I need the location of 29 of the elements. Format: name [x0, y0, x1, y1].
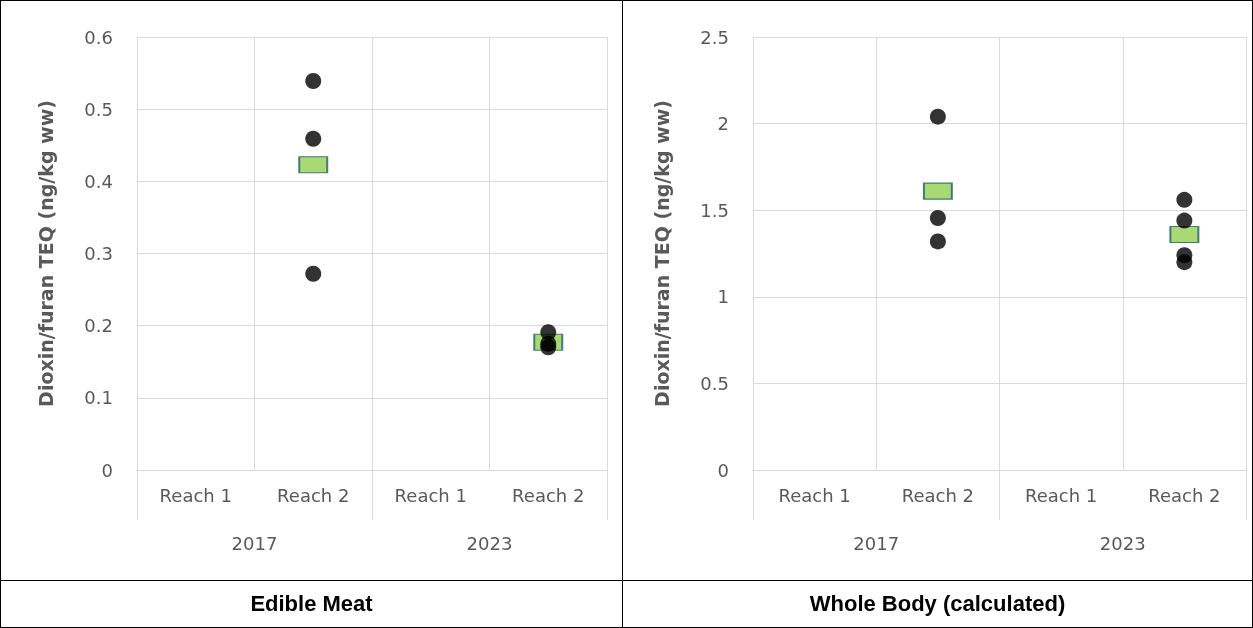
x-tick-label: Reach 1: [394, 484, 467, 506]
x-tick-label: Reach 1: [1024, 484, 1098, 506]
y-tick-label: 0.1: [84, 387, 113, 409]
y-tick-label: 1.5: [700, 199, 729, 221]
y-tick-label: 0.5: [84, 98, 113, 120]
text: 2023: [466, 532, 513, 554]
y-tick-label: 2.5: [700, 26, 729, 48]
y-tick-label: 2: [717, 113, 729, 135]
text: 2017: [231, 532, 278, 554]
y-tick-label: 0.6: [84, 26, 113, 48]
y-tick-label: 0.4: [84, 170, 113, 192]
x-tick-label: Reach 2: [277, 484, 350, 506]
y-tick-label: 0.5: [700, 372, 729, 394]
x-tick-label: Reach 2: [901, 484, 975, 506]
text: 2023: [1099, 532, 1146, 554]
y-tick-label: 0: [101, 459, 113, 481]
y-tick-label: 0.3: [84, 243, 113, 264]
text: 2017: [853, 532, 900, 554]
x-tick-label: Reach 1: [159, 484, 232, 506]
y-tick-label: 1: [717, 286, 729, 308]
x-tick-label: Reach 2: [1148, 484, 1221, 506]
y-axis-title: Dioxin/furan TEQ (ng/kg ww): [34, 100, 57, 407]
y-tick-label: 0.2: [84, 315, 113, 337]
x-tick-label: Reach 1: [778, 484, 851, 506]
text: Edible Meat: [1, 580, 622, 627]
x-tick-label: Reach 2: [512, 484, 585, 506]
y-tick-label: 0: [717, 459, 729, 481]
y-axis-title: Dioxin/furan TEQ (ng/kg ww): [650, 100, 673, 407]
text: Whole Body (calculated): [623, 580, 1252, 627]
